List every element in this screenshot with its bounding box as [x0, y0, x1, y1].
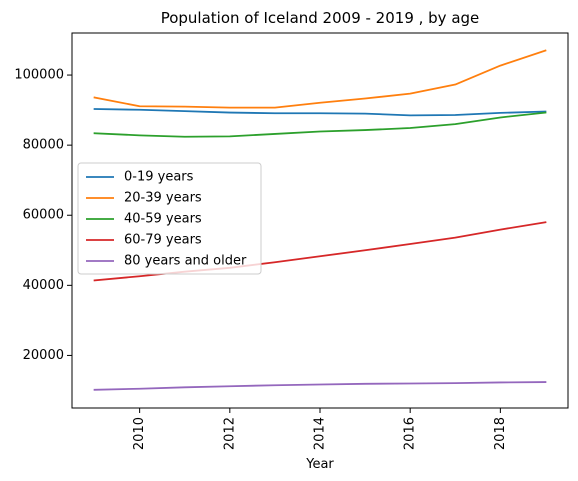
x-tick-label: 2010	[132, 417, 147, 450]
x-tick-label: 2012	[222, 417, 237, 450]
series-line-0	[93, 108, 547, 117]
legend-entry: 80 years and older	[124, 254, 247, 269]
series-line-2	[93, 111, 547, 138]
series-line-1	[93, 49, 547, 109]
x-tick-label: 2014	[313, 417, 328, 450]
series-line-4	[93, 381, 547, 391]
y-tick-label: 80000	[23, 138, 64, 153]
legend: 0-19 years 20-39 years 40-59 years 60-79 ye…	[77, 162, 262, 275]
legend-entry: 20-39 years	[124, 191, 202, 206]
x-tick-label: 2016	[403, 417, 418, 450]
axes: 2010 2012 2014 2016 2018 20000 40000 60000 80000…	[14, 32, 569, 450]
y-tick-label: 100000	[14, 68, 64, 83]
legend-entry: 60-79 years	[124, 233, 202, 248]
legend-box	[77, 162, 262, 275]
legend-entry: 0-19 years	[124, 170, 194, 185]
y-tick-label: 40000	[23, 278, 64, 293]
legend-entry: 40-59 years	[124, 212, 202, 227]
x-axis-label: Year	[305, 457, 334, 472]
chart-title: Population of Iceland 2009 - 2019 , by a…	[161, 9, 480, 27]
x-tick-label: 2018	[493, 417, 508, 450]
y-tick-label: 60000	[23, 208, 64, 223]
y-tick-label: 20000	[23, 348, 64, 363]
